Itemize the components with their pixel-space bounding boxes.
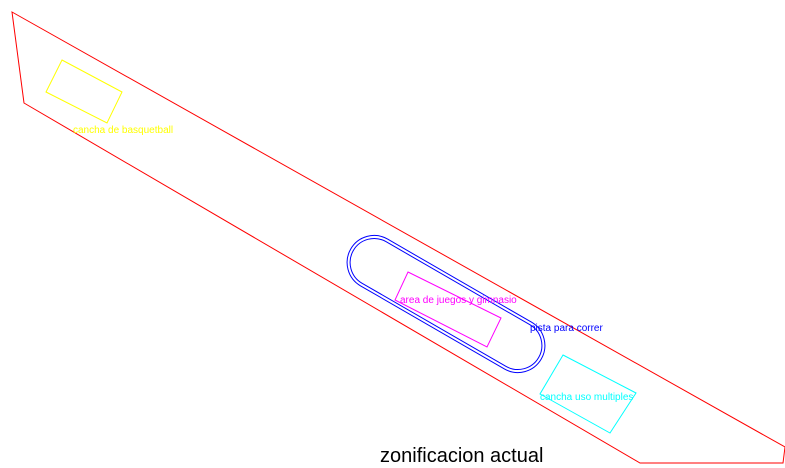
track-inner <box>349 238 543 370</box>
multi-use-court <box>539 354 637 434</box>
running-track <box>346 235 546 373</box>
play-area <box>394 271 502 348</box>
track-outer <box>346 235 546 373</box>
zone-label: cancha uso multiples <box>540 392 633 403</box>
zone-label: pista para correr <box>530 323 603 334</box>
zone-label: cancha de basquetball <box>73 125 173 136</box>
site-boundary <box>11 11 785 464</box>
drawing-title: zonificacion actual <box>380 445 543 467</box>
basketball-court <box>45 59 123 124</box>
zone-label: area de juegos y gimnasio <box>400 295 517 306</box>
